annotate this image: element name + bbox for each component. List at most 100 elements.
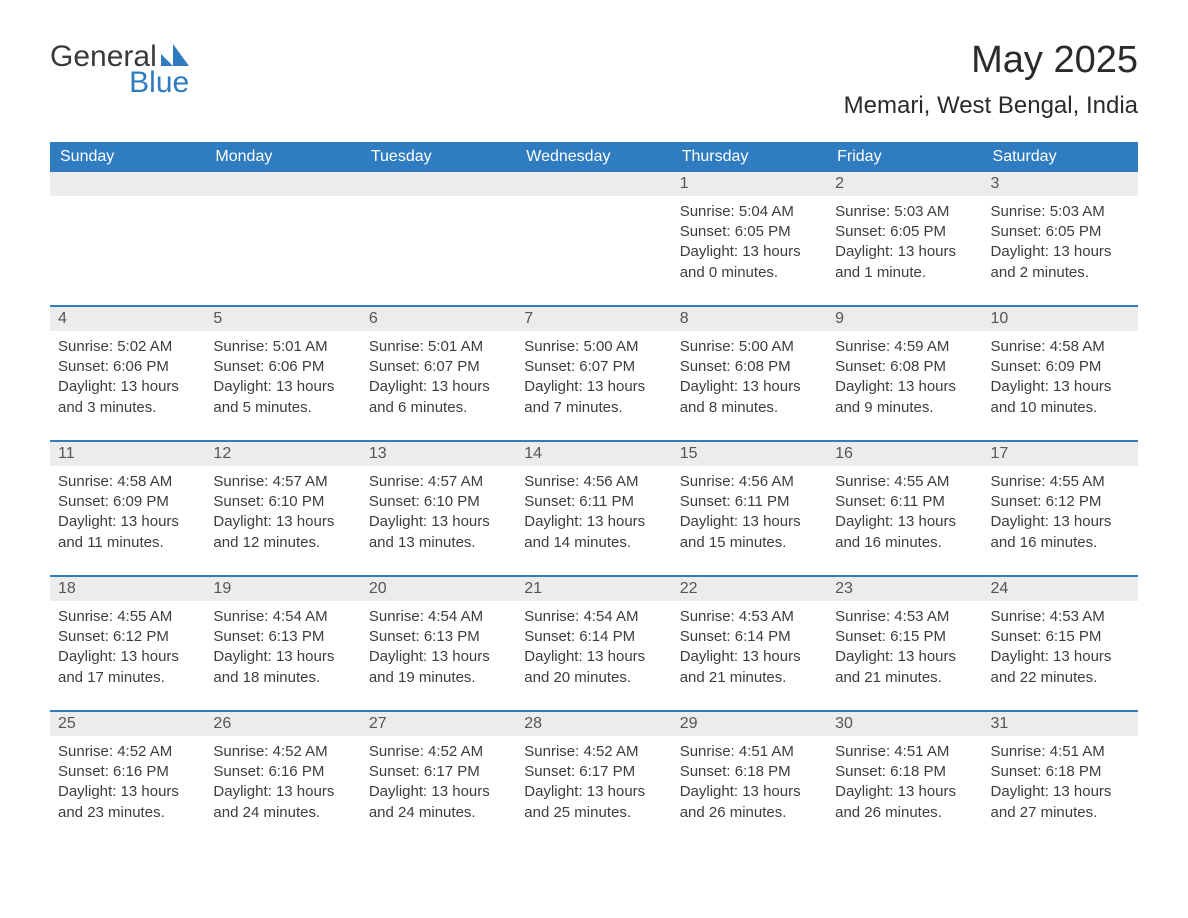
day-body: Sunrise: 4:51 AMSunset: 6:18 PMDaylight:…: [672, 736, 827, 845]
sunrise-text: Sunrise: 4:52 AM: [369, 742, 508, 762]
sunrise-text: Sunrise: 4:57 AM: [213, 472, 352, 492]
sunrise-text: Sunrise: 4:53 AM: [835, 607, 974, 627]
calendar-cell: 5Sunrise: 5:01 AMSunset: 6:06 PMDaylight…: [205, 306, 360, 441]
calendar-cell: 18Sunrise: 4:55 AMSunset: 6:12 PMDayligh…: [50, 576, 205, 711]
sunset-text: Sunset: 6:16 PM: [213, 762, 352, 782]
day-number: 26: [205, 712, 360, 736]
sunset-text: Sunset: 6:15 PM: [991, 627, 1130, 647]
sunset-text: Sunset: 6:05 PM: [680, 222, 819, 242]
day-body: Sunrise: 4:52 AMSunset: 6:16 PMDaylight:…: [205, 736, 360, 845]
daylight-text: Daylight: 13 hours and 24 minutes.: [213, 782, 352, 823]
calendar-cell: 26Sunrise: 4:52 AMSunset: 6:16 PMDayligh…: [205, 711, 360, 845]
day-body: Sunrise: 4:58 AMSunset: 6:09 PMDaylight:…: [50, 466, 205, 575]
calendar-cell: 6Sunrise: 5:01 AMSunset: 6:07 PMDaylight…: [361, 306, 516, 441]
daylight-text: Daylight: 13 hours and 25 minutes.: [524, 782, 663, 823]
sunset-text: Sunset: 6:14 PM: [680, 627, 819, 647]
day-body: [361, 196, 516, 296]
daylight-text: Daylight: 13 hours and 20 minutes.: [524, 647, 663, 688]
day-body: Sunrise: 4:54 AMSunset: 6:14 PMDaylight:…: [516, 601, 671, 710]
sunrise-text: Sunrise: 5:03 AM: [835, 202, 974, 222]
calendar-cell: 21Sunrise: 4:54 AMSunset: 6:14 PMDayligh…: [516, 576, 671, 711]
sunrise-text: Sunrise: 5:04 AM: [680, 202, 819, 222]
calendar-cell: 12Sunrise: 4:57 AMSunset: 6:10 PMDayligh…: [205, 441, 360, 576]
day-body: Sunrise: 5:00 AMSunset: 6:08 PMDaylight:…: [672, 331, 827, 440]
calendar-cell: 13Sunrise: 4:57 AMSunset: 6:10 PMDayligh…: [361, 441, 516, 576]
day-number: 11: [50, 442, 205, 466]
day-body: Sunrise: 4:52 AMSunset: 6:17 PMDaylight:…: [361, 736, 516, 845]
calendar-table: Sunday Monday Tuesday Wednesday Thursday…: [50, 142, 1138, 845]
day-body: Sunrise: 4:52 AMSunset: 6:17 PMDaylight:…: [516, 736, 671, 845]
sunrise-text: Sunrise: 5:03 AM: [991, 202, 1130, 222]
sunset-text: Sunset: 6:06 PM: [213, 357, 352, 377]
daylight-text: Daylight: 13 hours and 19 minutes.: [369, 647, 508, 688]
daylight-text: Daylight: 13 hours and 7 minutes.: [524, 377, 663, 418]
day-body: Sunrise: 4:51 AMSunset: 6:18 PMDaylight:…: [827, 736, 982, 845]
daylight-text: Daylight: 13 hours and 2 minutes.: [991, 242, 1130, 283]
day-body: Sunrise: 4:54 AMSunset: 6:13 PMDaylight:…: [205, 601, 360, 710]
sunset-text: Sunset: 6:15 PM: [835, 627, 974, 647]
brand-text: General Blue: [50, 40, 189, 98]
day-body: Sunrise: 4:55 AMSunset: 6:11 PMDaylight:…: [827, 466, 982, 575]
day-number: 23: [827, 577, 982, 601]
sunrise-text: Sunrise: 4:51 AM: [835, 742, 974, 762]
sunset-text: Sunset: 6:17 PM: [369, 762, 508, 782]
title-block: May 2025 Memari, West Bengal, India: [844, 40, 1138, 132]
page: General Blue May 2025 Memari, West Benga…: [0, 0, 1188, 895]
day-body: Sunrise: 5:00 AMSunset: 6:07 PMDaylight:…: [516, 331, 671, 440]
sunrise-text: Sunrise: 4:56 AM: [680, 472, 819, 492]
day-number: [50, 172, 205, 196]
day-number: [361, 172, 516, 196]
sunrise-text: Sunrise: 5:00 AM: [524, 337, 663, 357]
sunset-text: Sunset: 6:08 PM: [835, 357, 974, 377]
sunrise-text: Sunrise: 4:55 AM: [991, 472, 1130, 492]
daylight-text: Daylight: 13 hours and 21 minutes.: [680, 647, 819, 688]
day-body: Sunrise: 5:04 AMSunset: 6:05 PMDaylight:…: [672, 196, 827, 305]
calendar-cell: 11Sunrise: 4:58 AMSunset: 6:09 PMDayligh…: [50, 441, 205, 576]
col-sunday: Sunday: [50, 142, 205, 172]
day-number: 21: [516, 577, 671, 601]
day-number: 13: [361, 442, 516, 466]
daylight-text: Daylight: 13 hours and 13 minutes.: [369, 512, 508, 553]
sunset-text: Sunset: 6:10 PM: [213, 492, 352, 512]
calendar-cell: 1Sunrise: 5:04 AMSunset: 6:05 PMDaylight…: [672, 172, 827, 306]
sunset-text: Sunset: 6:08 PM: [680, 357, 819, 377]
sunset-text: Sunset: 6:18 PM: [835, 762, 974, 782]
day-number: 16: [827, 442, 982, 466]
daylight-text: Daylight: 13 hours and 21 minutes.: [835, 647, 974, 688]
sunset-text: Sunset: 6:09 PM: [991, 357, 1130, 377]
day-body: Sunrise: 4:53 AMSunset: 6:15 PMDaylight:…: [983, 601, 1138, 710]
day-number: 18: [50, 577, 205, 601]
sunset-text: Sunset: 6:10 PM: [369, 492, 508, 512]
col-monday: Monday: [205, 142, 360, 172]
calendar-cell: 15Sunrise: 4:56 AMSunset: 6:11 PMDayligh…: [672, 441, 827, 576]
daylight-text: Daylight: 13 hours and 14 minutes.: [524, 512, 663, 553]
day-body: Sunrise: 5:03 AMSunset: 6:05 PMDaylight:…: [827, 196, 982, 305]
sunrise-text: Sunrise: 5:01 AM: [213, 337, 352, 357]
calendar-cell: 9Sunrise: 4:59 AMSunset: 6:08 PMDaylight…: [827, 306, 982, 441]
day-body: Sunrise: 4:55 AMSunset: 6:12 PMDaylight:…: [983, 466, 1138, 575]
header: General Blue May 2025 Memari, West Benga…: [50, 40, 1138, 132]
daylight-text: Daylight: 13 hours and 27 minutes.: [991, 782, 1130, 823]
calendar-cell: 3Sunrise: 5:03 AMSunset: 6:05 PMDaylight…: [983, 172, 1138, 306]
day-number: [516, 172, 671, 196]
sunset-text: Sunset: 6:06 PM: [58, 357, 197, 377]
calendar-cell: 8Sunrise: 5:00 AMSunset: 6:08 PMDaylight…: [672, 306, 827, 441]
calendar-cell: 10Sunrise: 4:58 AMSunset: 6:09 PMDayligh…: [983, 306, 1138, 441]
calendar-week: 18Sunrise: 4:55 AMSunset: 6:12 PMDayligh…: [50, 576, 1138, 711]
sunset-text: Sunset: 6:18 PM: [680, 762, 819, 782]
daylight-text: Daylight: 13 hours and 15 minutes.: [680, 512, 819, 553]
sunrise-text: Sunrise: 4:55 AM: [835, 472, 974, 492]
calendar-cell: [50, 172, 205, 306]
brand-logo: General Blue: [50, 40, 189, 98]
sunset-text: Sunset: 6:16 PM: [58, 762, 197, 782]
calendar-cell: [361, 172, 516, 306]
sunset-text: Sunset: 6:11 PM: [835, 492, 974, 512]
daylight-text: Daylight: 13 hours and 0 minutes.: [680, 242, 819, 283]
daylight-text: Daylight: 13 hours and 9 minutes.: [835, 377, 974, 418]
daylight-text: Daylight: 13 hours and 24 minutes.: [369, 782, 508, 823]
day-number: 10: [983, 307, 1138, 331]
col-thursday: Thursday: [672, 142, 827, 172]
sunset-text: Sunset: 6:17 PM: [524, 762, 663, 782]
day-body: Sunrise: 5:01 AMSunset: 6:07 PMDaylight:…: [361, 331, 516, 440]
day-number: 9: [827, 307, 982, 331]
